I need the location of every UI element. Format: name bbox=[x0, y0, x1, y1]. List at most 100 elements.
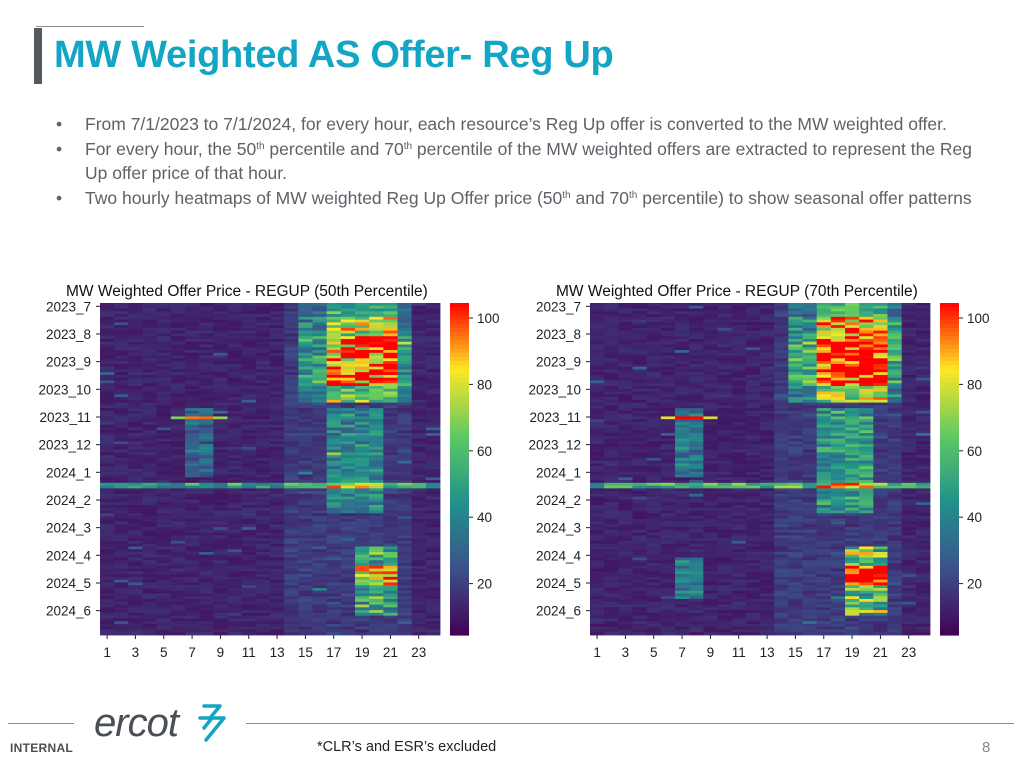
heatmap-cell bbox=[128, 529, 143, 534]
heatmap-cell bbox=[604, 438, 619, 442]
heatmap-cell bbox=[128, 576, 143, 581]
heatmap-cell bbox=[326, 491, 342, 495]
heatmap-cell bbox=[745, 460, 761, 464]
heatmap-cell bbox=[185, 305, 200, 309]
heatmap-cell bbox=[298, 493, 313, 498]
heatmap-cell bbox=[284, 438, 299, 442]
heatmap-cell bbox=[227, 565, 243, 569]
heatmap-cell bbox=[340, 430, 356, 434]
heatmap-cell bbox=[703, 452, 718, 456]
heatmap-cell bbox=[816, 341, 832, 345]
heatmap-cell bbox=[383, 601, 398, 605]
heatmap-cell bbox=[774, 330, 789, 334]
heatmap-cell bbox=[760, 460, 775, 464]
heatmap-cell bbox=[411, 361, 427, 365]
heatmap-cell bbox=[618, 441, 633, 445]
heatmap-cell bbox=[830, 388, 846, 392]
heatmap-cell bbox=[340, 471, 356, 475]
heatmap-cell bbox=[142, 626, 158, 630]
heatmap-cell bbox=[887, 394, 903, 398]
heatmap-cell bbox=[114, 416, 129, 420]
heatmap-cell bbox=[859, 338, 874, 343]
heatmap-cell bbox=[845, 305, 860, 309]
heatmap-cell bbox=[604, 496, 619, 500]
heatmap-cell bbox=[298, 350, 313, 354]
heatmap-cell bbox=[915, 388, 931, 392]
heatmap-cell bbox=[241, 471, 257, 475]
heatmap-cell bbox=[298, 527, 313, 531]
heatmap-cell bbox=[618, 305, 633, 309]
heatmap-cell bbox=[397, 352, 413, 356]
heatmap-cell bbox=[774, 433, 789, 437]
heatmap-cell bbox=[590, 499, 605, 503]
heatmap-cell bbox=[816, 330, 832, 334]
heatmap-cell bbox=[816, 380, 832, 384]
colorbar-segment bbox=[450, 311, 469, 317]
heatmap-cell bbox=[788, 341, 803, 345]
heatmap-cell bbox=[255, 363, 271, 368]
heatmap-cell bbox=[873, 397, 888, 401]
heatmap-cell bbox=[901, 463, 917, 467]
heatmap-cell bbox=[873, 518, 888, 522]
heatmap-cell bbox=[199, 474, 214, 478]
heatmap-cell bbox=[369, 557, 384, 561]
heatmap-cell bbox=[284, 565, 299, 569]
heatmap-cell bbox=[270, 460, 285, 464]
heatmap-cell bbox=[156, 629, 172, 633]
heatmap-cell bbox=[255, 507, 271, 511]
heatmap-cell bbox=[255, 626, 271, 630]
heatmap-cell bbox=[340, 488, 356, 492]
heatmap-cell bbox=[660, 319, 676, 323]
heatmap-cell bbox=[241, 552, 257, 556]
heatmap-cell bbox=[675, 510, 690, 514]
heatmap-cell bbox=[689, 424, 704, 428]
heatmap-cell bbox=[760, 305, 775, 309]
heatmap-cell bbox=[326, 369, 342, 373]
heatmap-cell bbox=[312, 344, 328, 348]
heatmap-cell bbox=[901, 449, 917, 453]
heatmap-cell bbox=[213, 341, 228, 345]
heatmap-cell bbox=[326, 546, 342, 550]
heatmap-cell bbox=[632, 327, 648, 332]
heatmap-cell bbox=[731, 358, 747, 362]
heatmap-cell bbox=[774, 424, 789, 428]
heatmap-cell bbox=[816, 408, 832, 412]
heatmap-cell bbox=[255, 391, 271, 395]
heatmap-cell bbox=[326, 543, 342, 547]
heatmap-cell bbox=[632, 419, 648, 423]
heatmap-cell bbox=[915, 336, 931, 340]
heatmap-cell bbox=[816, 391, 832, 395]
heatmap-cell bbox=[873, 372, 888, 376]
heatmap-cell bbox=[142, 446, 158, 451]
heatmap-cell bbox=[760, 322, 775, 326]
heatmap-cell bbox=[185, 330, 200, 334]
heatmap-cell bbox=[128, 543, 143, 547]
heatmap-cell bbox=[142, 457, 158, 462]
heatmap-cell bbox=[312, 618, 328, 622]
heatmap-cell bbox=[887, 305, 903, 309]
heatmap-cell bbox=[326, 322, 342, 326]
heatmap-cell bbox=[632, 449, 648, 453]
heatmap-cell bbox=[425, 599, 441, 603]
heatmap-cell bbox=[425, 372, 441, 376]
heatmap-cell bbox=[397, 457, 413, 462]
heatmap-cell bbox=[383, 399, 398, 403]
heatmap-cell bbox=[689, 388, 704, 392]
heatmap-cell bbox=[590, 350, 605, 354]
heatmap-cell bbox=[618, 361, 633, 365]
heatmap-cell bbox=[284, 582, 299, 586]
heatmap-cell bbox=[326, 629, 342, 633]
heatmap-cell bbox=[199, 516, 214, 520]
heatmap-cell bbox=[340, 596, 356, 600]
heatmap-cell bbox=[241, 518, 257, 522]
heatmap-cell bbox=[887, 441, 903, 445]
heatmap-cell bbox=[411, 322, 427, 326]
heatmap-cell bbox=[397, 571, 413, 575]
heatmap-cell bbox=[760, 377, 775, 381]
heatmap-cell bbox=[340, 513, 356, 517]
heatmap-cell bbox=[298, 499, 313, 503]
heatmap-cell bbox=[383, 507, 398, 511]
heatmap-cell bbox=[326, 405, 342, 409]
heatmap-cell bbox=[887, 308, 903, 312]
heatmap-cell bbox=[270, 416, 285, 420]
